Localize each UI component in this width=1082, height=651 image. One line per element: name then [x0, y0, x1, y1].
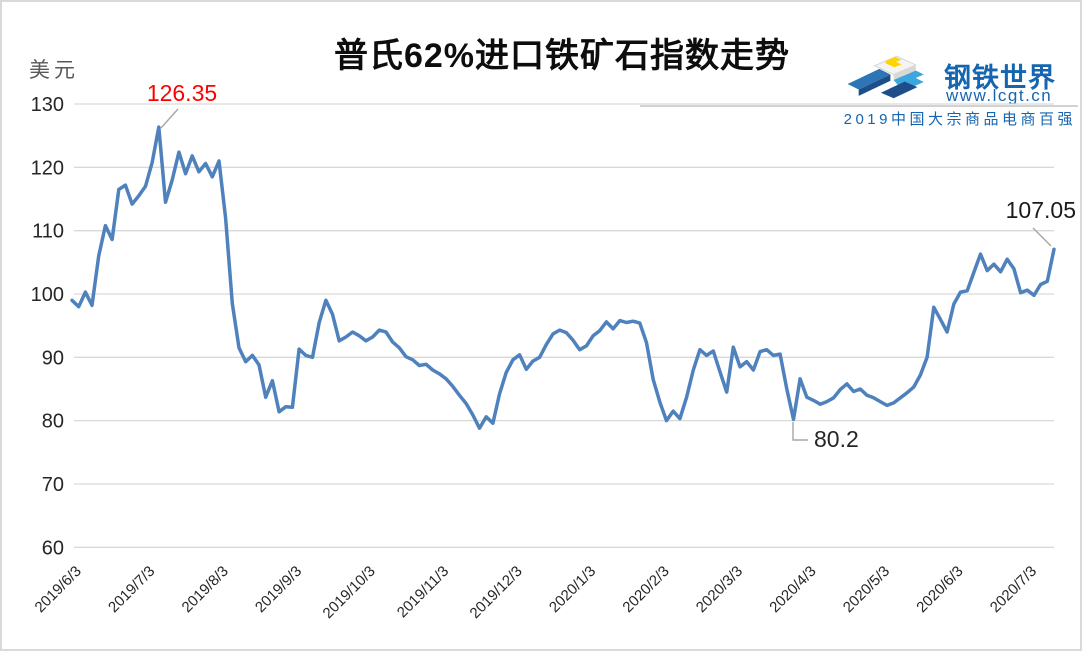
x-axis-label: 2020/3/3 [693, 563, 746, 616]
x-axis-label: 2020/2/3 [619, 563, 672, 616]
y-axis-tick-labels: 130 120 110 100 90 80 70 60 [31, 94, 64, 559]
steel-world-logo-icon [847, 55, 924, 99]
y-axis-label: 110 [32, 221, 64, 243]
x-axis-label: 2019/6/3 [32, 563, 85, 616]
x-axis-label: 2019/10/3 [320, 563, 379, 622]
annotation-low-value: 80.2 [814, 426, 859, 452]
brand-logo: 钢铁世界 www.lcgt.cn 2019中国大宗商品电商百强 [640, 2, 1080, 132]
price-line [70, 125, 1056, 430]
x-axis-label: 2019/9/3 [252, 563, 305, 616]
x-axis-label: 2019/11/3 [394, 563, 452, 621]
x-axis-label: 2019/8/3 [179, 563, 232, 616]
brand-website-url: www.lcgt.cn [946, 86, 1053, 105]
y-axis-label: 100 [31, 284, 64, 306]
chart-title: 普氏62%进口铁矿石指数走势 [333, 37, 791, 75]
x-axis-label: 2020/1/3 [546, 563, 599, 616]
x-axis-label: 2019/7/3 [105, 563, 158, 616]
y-axis-unit-label: 美元 [29, 59, 79, 82]
annotation-last-value: 107.05 [1006, 197, 1076, 223]
brand-name: 钢铁世界 [944, 63, 1056, 93]
x-axis-label: 2020/6/3 [913, 563, 966, 616]
annotation-leader-line [160, 108, 179, 129]
x-axis-label: 2020/7/3 [987, 563, 1040, 616]
x-axis-tick-labels: 2019/6/3 2019/7/3 2019/8/3 2019/9/3 2019… [32, 563, 1041, 622]
gridlines [74, 103, 1054, 548]
y-axis-label: 70 [42, 474, 64, 496]
annotation-leader-line [1032, 227, 1052, 247]
y-axis-label: 130 [31, 94, 64, 116]
y-axis-label: 80 [42, 411, 64, 433]
x-axis-label: 2020/4/3 [766, 563, 819, 616]
annotation-leader-line [792, 422, 808, 441]
logo-divider-line [640, 105, 1078, 107]
x-axis-label: 2019/12/3 [467, 563, 526, 622]
y-axis-label: 90 [42, 347, 64, 369]
y-axis-label: 120 [31, 157, 64, 179]
x-axis-label: 2020/5/3 [840, 563, 893, 616]
y-axis-label: 60 [42, 537, 64, 559]
brand-tagline: 2019中国大宗商品电商百强 [843, 111, 1076, 128]
annotation-peak-value: 126.35 [147, 80, 217, 106]
